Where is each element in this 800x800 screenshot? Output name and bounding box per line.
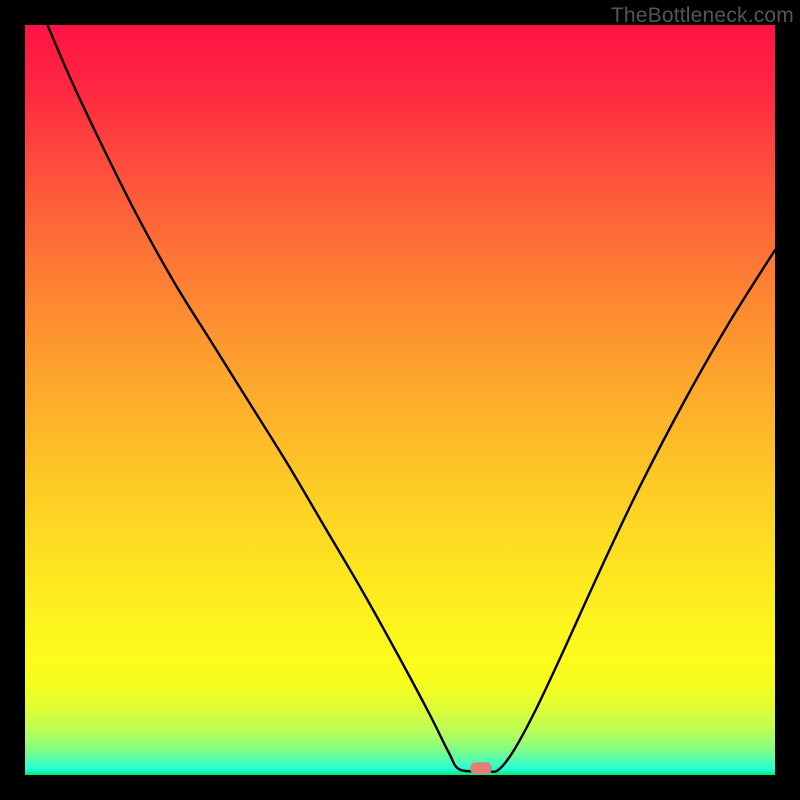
chart-container: TheBottleneck.com — [0, 0, 800, 800]
plot-background — [25, 25, 775, 775]
source-watermark: TheBottleneck.com — [611, 4, 794, 28]
bottleneck-marker — [470, 762, 492, 774]
bottleneck-chart — [0, 0, 800, 800]
